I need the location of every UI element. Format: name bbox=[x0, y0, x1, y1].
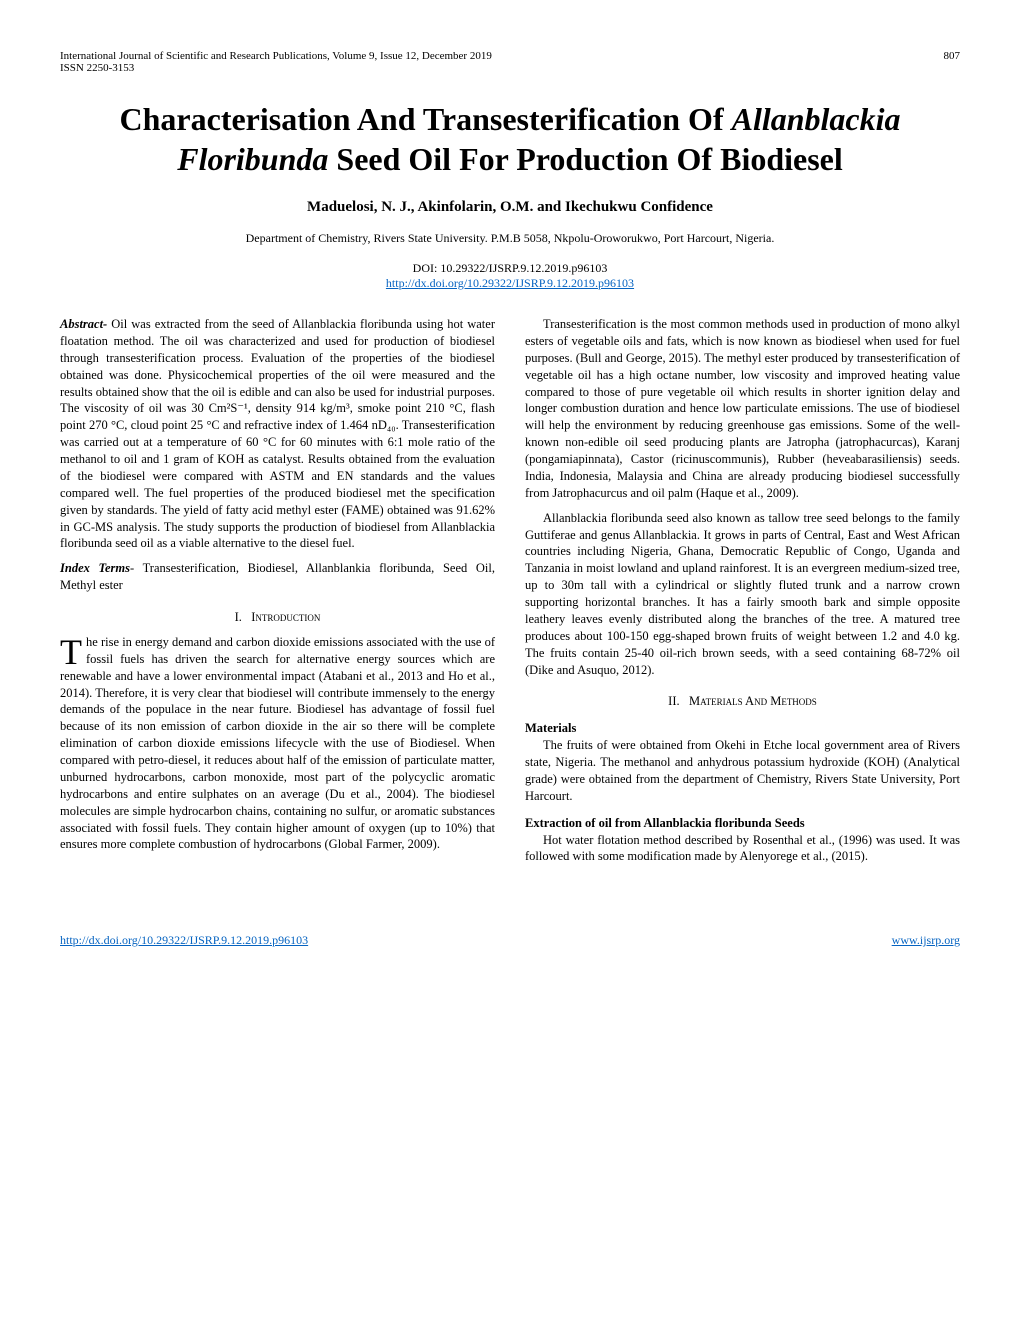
journal-line: International Journal of Scientific and … bbox=[60, 50, 492, 62]
issn-line: ISSN 2250-3153 bbox=[60, 62, 960, 74]
right-column: Transesterification is the most common m… bbox=[525, 316, 960, 873]
doi-link-row: http://dx.doi.org/10.29322/IJSRP.9.12.20… bbox=[60, 276, 960, 291]
methods-num: II. bbox=[668, 694, 679, 708]
footer-row: http://dx.doi.org/10.29322/IJSRP.9.12.20… bbox=[60, 933, 960, 948]
methods-heading: II. Materials And Methods bbox=[525, 693, 960, 710]
authors: Maduelosi, N. J., Akinfolarin, O.M. and … bbox=[60, 199, 960, 216]
title-part2: Seed Oil For Production Of Biodiesel bbox=[328, 141, 842, 177]
col2-paragraph-2: Allanblackia floribunda seed also known … bbox=[525, 510, 960, 679]
extraction-subheading: Extraction of oil from Allanblackia flor… bbox=[525, 815, 960, 832]
doi-text: DOI: 10.29322/IJSRP.9.12.2019.p96103 bbox=[60, 261, 960, 276]
header-row: International Journal of Scientific and … bbox=[60, 50, 960, 62]
affiliation: Department of Chemistry, Rivers State Un… bbox=[60, 231, 960, 246]
index-terms-paragraph: Index Terms- Transesterification, Biodie… bbox=[60, 560, 495, 594]
materials-text: The fruits of were obtained from Okehi i… bbox=[525, 737, 960, 805]
footer-left-link[interactable]: http://dx.doi.org/10.29322/IJSRP.9.12.20… bbox=[60, 933, 308, 948]
intro-num: I. bbox=[235, 610, 242, 624]
two-column-body: Abstract- Oil was extracted from the see… bbox=[60, 316, 960, 873]
title-part1: Characterisation And Transesterification… bbox=[120, 101, 732, 137]
extraction-text: Hot water flotation method described by … bbox=[525, 832, 960, 866]
footer-right-link[interactable]: www.ijsrp.org bbox=[892, 933, 960, 948]
doi-link[interactable]: http://dx.doi.org/10.29322/IJSRP.9.12.20… bbox=[386, 276, 634, 290]
abstract-text: Oil was extracted from the seed of Allan… bbox=[60, 317, 495, 550]
introduction-heading: I. Introduction bbox=[60, 609, 495, 626]
left-column: Abstract- Oil was extracted from the see… bbox=[60, 316, 495, 873]
col2-paragraph-1: Transesterification is the most common m… bbox=[525, 316, 960, 502]
index-terms-label: Index Terms bbox=[60, 561, 130, 575]
intro-name: Introduction bbox=[251, 610, 320, 624]
materials-subheading: Materials bbox=[525, 720, 960, 737]
intro-text-1: he rise in energy demand and carbon diox… bbox=[60, 635, 495, 852]
methods-name: Materials And Methods bbox=[689, 694, 817, 708]
extraction-heading-text: Extraction of oil from Allanblackia flor… bbox=[525, 816, 805, 830]
page-number: 807 bbox=[944, 50, 961, 62]
paper-title: Characterisation And Transesterification… bbox=[100, 99, 920, 179]
intro-paragraph-1: The rise in energy demand and carbon dio… bbox=[60, 634, 495, 853]
abstract-label: Abstract- bbox=[60, 317, 111, 331]
dropcap-letter: T bbox=[60, 634, 86, 666]
abstract-paragraph: Abstract- Oil was extracted from the see… bbox=[60, 316, 495, 552]
